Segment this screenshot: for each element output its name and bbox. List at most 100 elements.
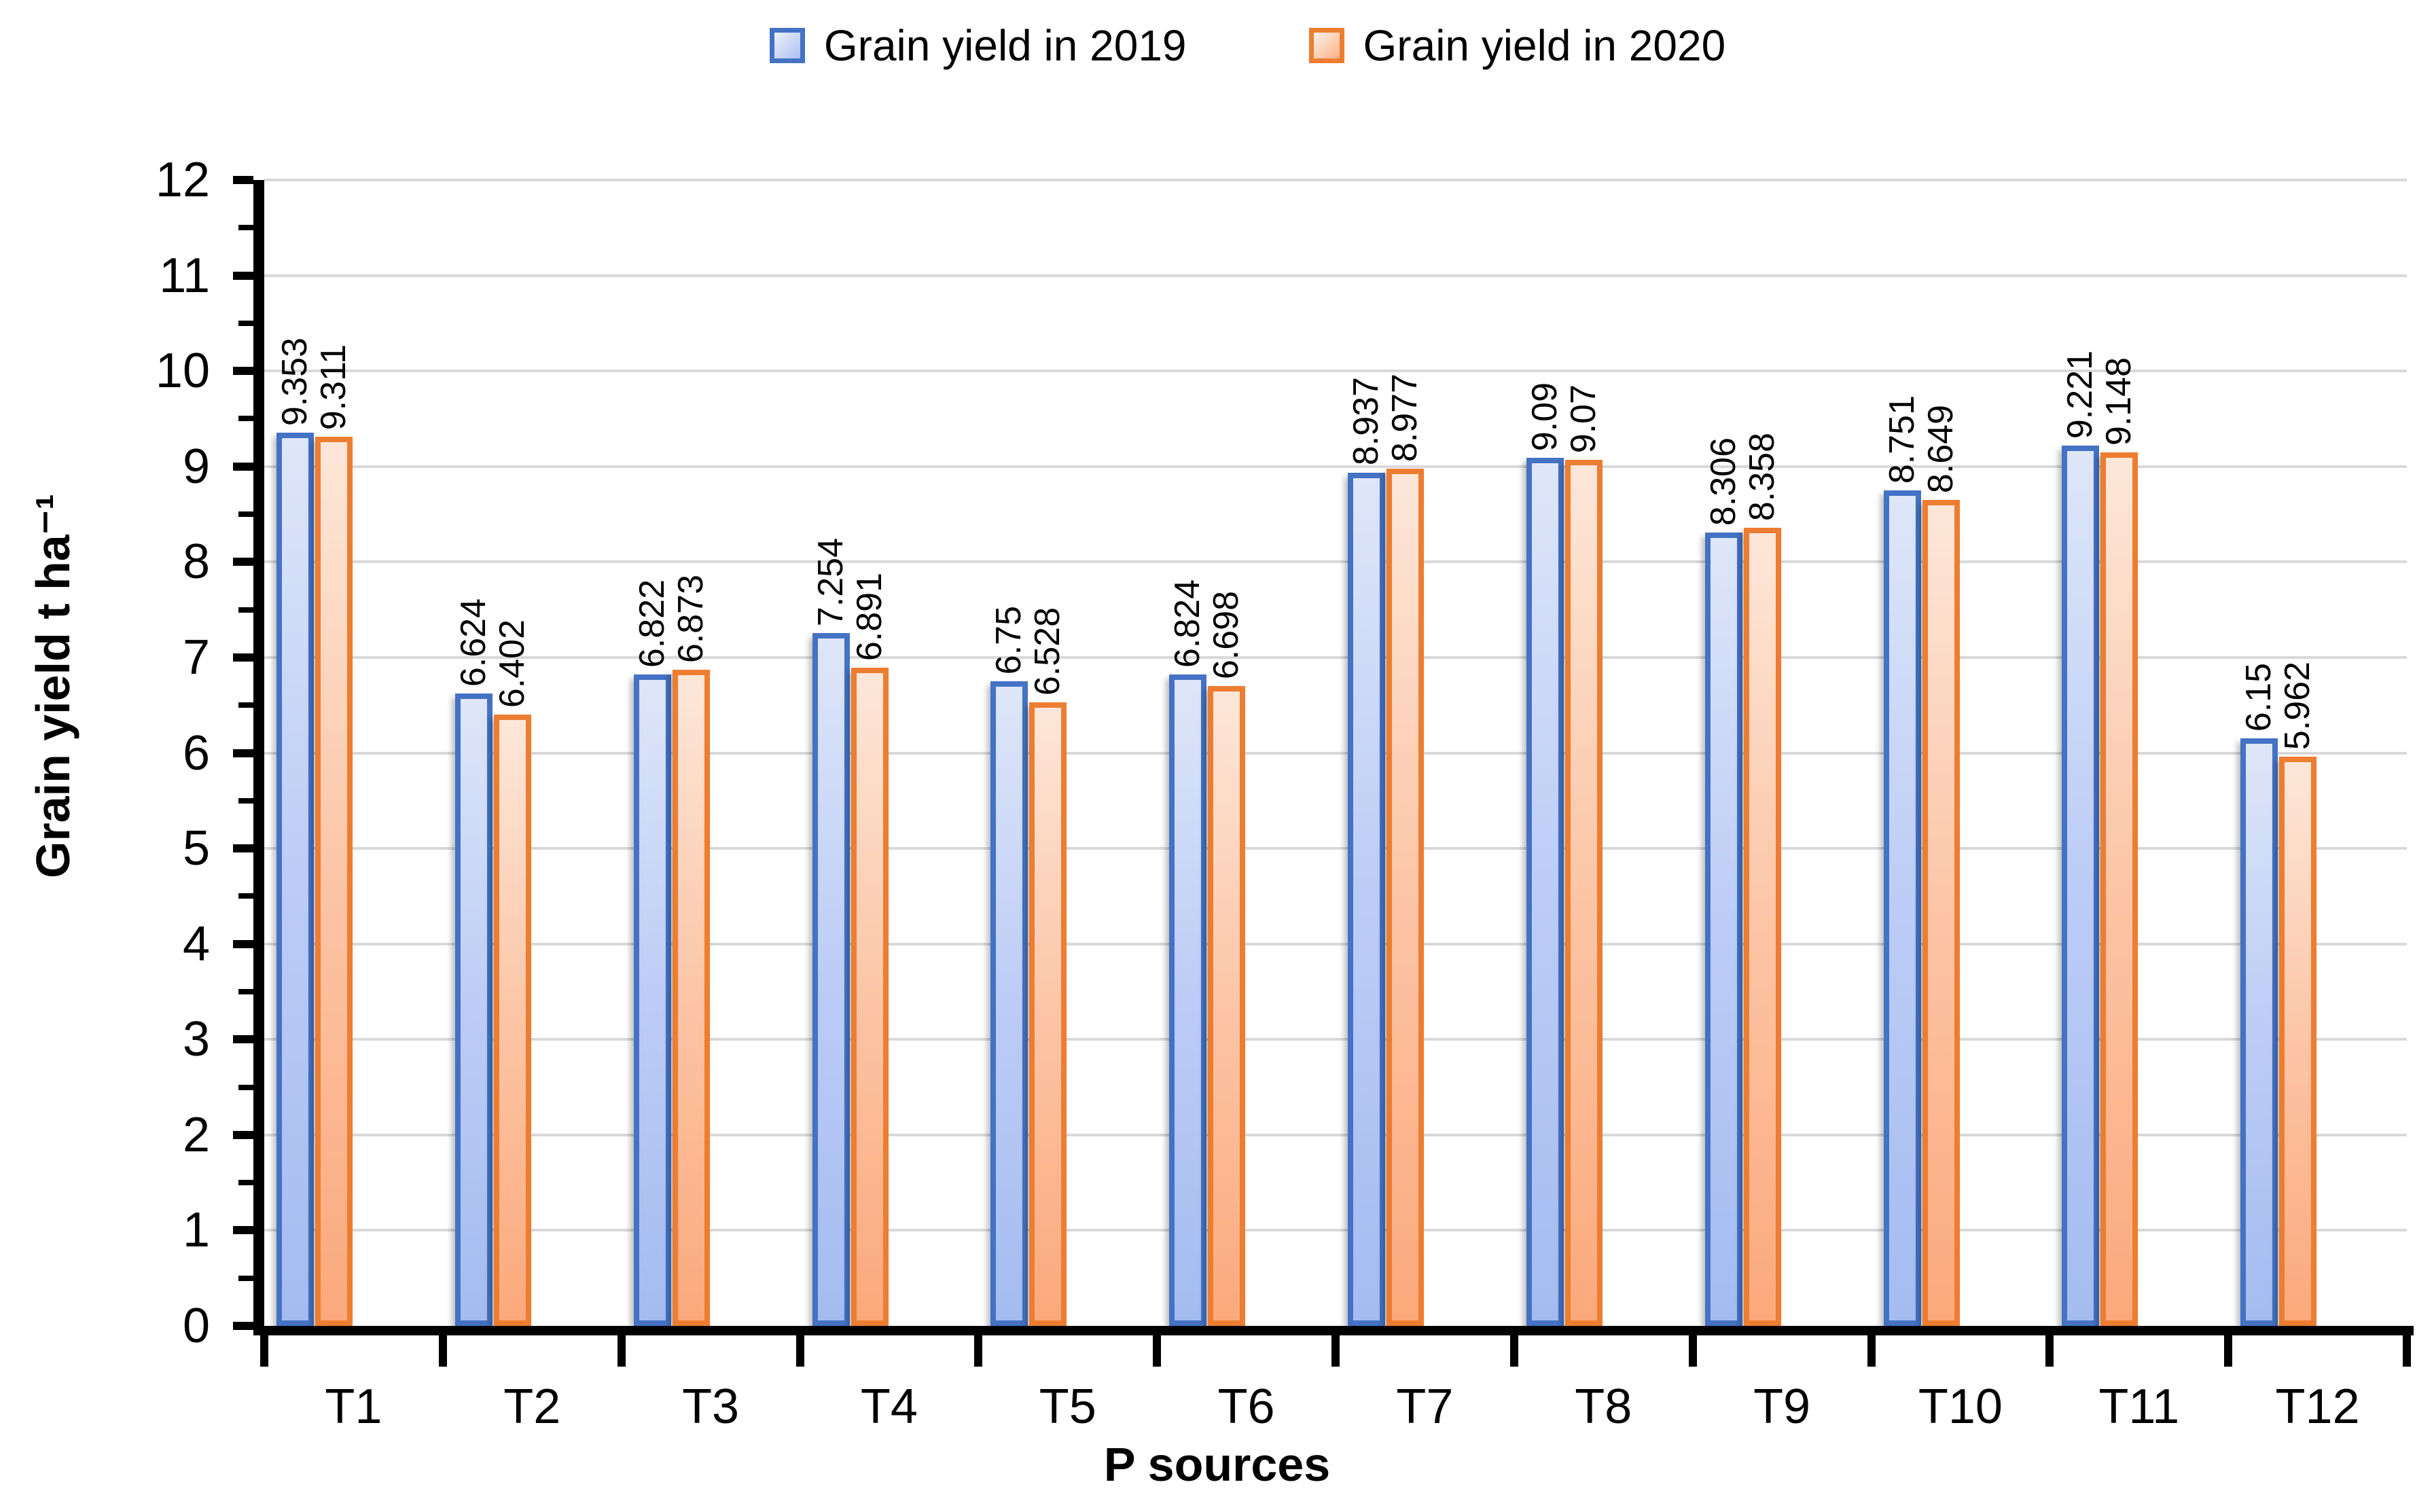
x-tick-label-T6: T6: [1217, 1380, 1275, 1434]
bar-label-2019-T7: 8.937: [1346, 377, 1386, 466]
bar-label-2019-T3: 6.822: [632, 579, 672, 668]
gridline-4: [264, 942, 2407, 946]
y-major-tick-11: [233, 271, 253, 280]
x-tick-label-T1: T1: [325, 1380, 382, 1434]
bar-label-2019-T11: 9.221: [2060, 350, 2100, 439]
gridline-7: [264, 655, 2407, 659]
bar-2019-T12: [2240, 738, 2278, 1326]
y-major-tick-3: [233, 1035, 253, 1044]
bar-label-2019-T9: 8.306: [1703, 437, 1743, 526]
y-minor-tick: [238, 416, 253, 422]
y-minor-tick: [238, 1275, 253, 1281]
x-axis-title: P sources: [1103, 1438, 1331, 1491]
y-tick-label-7: 7: [182, 630, 210, 685]
y-major-tick-0: [233, 1322, 253, 1330]
bar-2020-T8: [1564, 459, 1603, 1326]
x-tick-label-T10: T10: [1918, 1380, 2003, 1434]
bar-label-2019-T10: 8.751: [1882, 395, 1922, 484]
bar-2019-T6: [1169, 674, 1207, 1326]
y-minor-tick: [238, 511, 253, 518]
y-major-tick-4: [233, 939, 253, 948]
bar-label-2019-T2: 6.624: [453, 598, 493, 687]
y-tick-label-5: 5: [182, 821, 210, 876]
y-minor-tick: [238, 702, 253, 708]
y-major-tick-12: [233, 176, 253, 184]
bar-2020-T5: [1029, 702, 1067, 1326]
category-boundary-tick-9: [1867, 1326, 1876, 1367]
x-tick-label-T2: T2: [503, 1380, 561, 1434]
bar-label-2019-T8: 9.09: [1524, 382, 1564, 452]
y-tick-label-4: 4: [182, 916, 210, 971]
y-minor-tick: [238, 1180, 253, 1186]
bar-label-2019-T12: 6.15: [2239, 663, 2279, 732]
bar-label-2019-T6: 6.824: [1168, 579, 1208, 668]
y-major-tick-6: [233, 749, 253, 757]
bar-2019-T8: [1526, 458, 1564, 1326]
y-tick-label-9: 9: [182, 439, 210, 494]
y-tick-label-0: 0: [182, 1299, 210, 1353]
category-boundary-tick-12: [2403, 1326, 2411, 1367]
bar-2019-T2: [454, 693, 493, 1326]
bar-2019-T11: [2062, 445, 2100, 1326]
y-major-tick-1: [233, 1226, 253, 1235]
plot-area: 0 1 2 3 4 5 6 7 8 9 10 11 12 T1 9.353 9.311 T2 6.624 6.402…: [156, 154, 2414, 1433]
bar-2020-T1: [315, 437, 353, 1326]
legend-item-2019: Grain yield in 2019: [769, 23, 1187, 68]
x-tick-label-T3: T3: [682, 1380, 740, 1434]
y-minor-tick: [238, 988, 253, 994]
y-tick-label-11: 11: [159, 248, 210, 303]
y-major-tick-9: [233, 462, 253, 471]
gridline-9: [264, 465, 2407, 468]
x-tick-label-T12: T12: [2275, 1380, 2360, 1434]
category-boundary-tick-11: [2224, 1326, 2233, 1367]
gridline-10: [264, 370, 2407, 373]
bar-2019-T3: [633, 674, 671, 1326]
bar-label-2020-T6: 6.698: [1206, 591, 1247, 680]
bar-2020-T7: [1386, 468, 1424, 1326]
y-major-tick-10: [233, 367, 253, 376]
bar-label-2019-T4: 7.254: [810, 538, 851, 627]
category-boundary-tick-2: [617, 1326, 626, 1367]
gridline-5: [264, 847, 2407, 850]
y-tick-label-1: 1: [182, 1203, 210, 1258]
x-tick-label-T4: T4: [860, 1380, 918, 1434]
bar-2020-T12: [2279, 756, 2317, 1326]
y-minor-tick: [238, 320, 253, 326]
legend: Grain yield in 2019 Grain yield in 2020: [0, 23, 2434, 68]
bar-label-2019-T5: 6.75: [989, 605, 1029, 675]
y-axis-title: Grain yield t ha⁻¹: [26, 494, 79, 878]
y-major-tick-2: [233, 1130, 253, 1139]
category-boundary-tick-5: [1153, 1326, 1162, 1367]
bar-2019-T9: [1704, 533, 1742, 1326]
legend-swatch-2019-icon: [769, 28, 805, 63]
category-boundary-tick-1: [438, 1326, 447, 1367]
y-tick-label-3: 3: [182, 1012, 210, 1067]
bar-label-2020-T11: 9.148: [2099, 357, 2139, 446]
bar-2019-T7: [1348, 472, 1385, 1326]
y-tick-label-6: 6: [182, 725, 210, 780]
bar-label-2020-T8: 9.07: [1563, 384, 1603, 453]
category-boundary-tick-10: [2045, 1326, 2054, 1367]
category-boundary-tick-7: [1509, 1326, 1518, 1367]
y-minor-tick: [238, 225, 253, 231]
x-tick-label-T5: T5: [1039, 1380, 1096, 1434]
gridline-6: [264, 751, 2407, 755]
y-major-tick-8: [233, 558, 253, 566]
gridline-12: [264, 179, 2407, 181]
bar-2020-T3: [672, 669, 710, 1326]
x-tick-label-T11: T11: [2098, 1380, 2180, 1434]
y-tick-label-2: 2: [182, 1107, 210, 1162]
bar-2020-T11: [2100, 452, 2138, 1326]
legend-item-2020: Grain yield in 2020: [1308, 23, 1725, 68]
x-tick-label-T7: T7: [1396, 1380, 1454, 1434]
gridline-2: [264, 1133, 2407, 1136]
bar-label-2020-T10: 8.649: [1920, 404, 1961, 494]
x-tick-label-T9: T9: [1753, 1380, 1811, 1434]
bar-2019-T4: [812, 633, 850, 1326]
y-tick-label-12: 12: [155, 153, 210, 207]
category-boundary-tick-4: [974, 1326, 983, 1367]
bar-2019-T10: [1883, 490, 1921, 1326]
y-axis-line: [253, 180, 264, 1326]
y-major-tick-7: [233, 653, 253, 662]
y-tick-label-8: 8: [182, 535, 210, 590]
